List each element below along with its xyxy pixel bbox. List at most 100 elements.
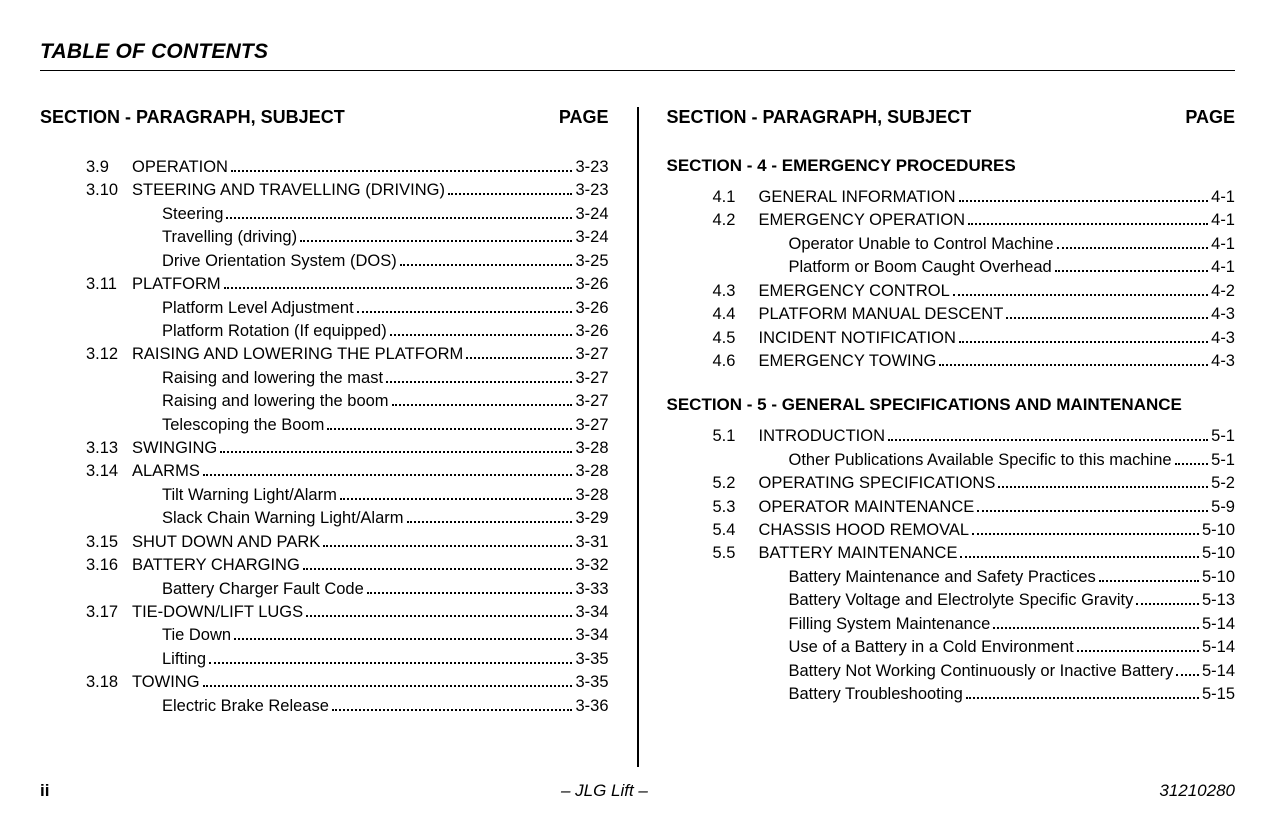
toc-entry-page: 3-31 [575, 531, 608, 554]
toc-entry: 3.15SHUT DOWN AND PARK3-31 [86, 531, 609, 554]
toc-entry-label: Battery Maintenance and Safety Practices [789, 566, 1096, 589]
toc-entry-page: 3-27 [575, 390, 608, 413]
toc-entry: 3.16BATTERY CHARGING3-32 [86, 554, 609, 577]
toc-entry-body: Platform or Boom Caught Overhead4-1 [759, 256, 1236, 279]
toc-entry-page: 5-10 [1202, 519, 1235, 542]
toc-entry-body: Platform Level Adjustment3-26 [132, 297, 609, 320]
toc-leader-dots [224, 278, 573, 290]
toc-entry-label: SHUT DOWN AND PARK [132, 531, 320, 554]
toc-entry: 3.9OPERATION3-23 [86, 156, 609, 179]
toc-entry-number: 5.1 [713, 425, 759, 448]
toc-entry-number: 4.4 [713, 303, 759, 326]
toc-subentry: Tilt Warning Light/Alarm3-28 [86, 484, 609, 507]
toc-entry: 5.4CHASSIS HOOD REMOVAL5-10 [713, 519, 1236, 542]
toc-entry-page: 5-1 [1211, 449, 1235, 472]
toc-leader-dots [959, 190, 1209, 202]
toc-entry-label: Battery Charger Fault Code [162, 578, 364, 601]
toc-entry-label: RAISING AND LOWERING THE PLATFORM [132, 343, 463, 366]
toc-entry-page: 5-1 [1211, 425, 1235, 448]
toc-entry-body: Other Publications Available Specific to… [759, 449, 1236, 472]
toc-entry-page: 3-36 [575, 695, 608, 718]
toc-subentry: Battery Troubleshooting 5-15 [713, 683, 1236, 706]
toc-entry-body: Operator Unable to Control Machine4-1 [759, 233, 1236, 256]
toc-entry-page: 3-28 [575, 460, 608, 483]
toc-entry-label: Travelling (driving) [162, 226, 297, 249]
toc-entry-page: 3-27 [575, 343, 608, 366]
toc-entry-number: 5.4 [713, 519, 759, 542]
toc-leader-dots [300, 231, 572, 243]
toc-entry-page: 3-35 [575, 648, 608, 671]
toc-entry-number: 3.17 [86, 601, 132, 624]
toc-entry-label: BATTERY CHARGING [132, 554, 300, 577]
toc-subentry: Steering3-24 [86, 203, 609, 226]
toc-subentry: Drive Orientation System (DOS)3-25 [86, 250, 609, 273]
toc-entry-body: Travelling (driving)3-24 [132, 226, 609, 249]
toc-entry-body: Use of a Battery in a Cold Environment5-… [759, 636, 1236, 659]
toc-entry-number: 4.5 [713, 327, 759, 350]
right-sections: SECTION - 4 - EMERGENCY PROCEDURES4.1GEN… [667, 156, 1236, 706]
toc-entry-label: INTRODUCTION [759, 425, 886, 448]
toc-leader-dots [959, 331, 1208, 343]
toc-entry: 4.1GENERAL INFORMATION4-1 [713, 186, 1236, 209]
toc-subentry: Travelling (driving)3-24 [86, 226, 609, 249]
toc-entry-label: Battery Troubleshooting [789, 683, 963, 706]
toc-leader-dots [332, 699, 573, 711]
toc-entry-number: 3.9 [86, 156, 132, 179]
toc-entry: 5.3OPERATOR MAINTENANCE5-9 [713, 496, 1236, 519]
toc-leader-dots [340, 488, 573, 500]
toc-entry-label: Raising and lowering the boom [162, 390, 389, 413]
toc-entry-label: Battery Voltage and Electrolyte Specific… [789, 589, 1134, 612]
toc-entry-body: TIE-DOWN/LIFT LUGS3-34 [132, 601, 609, 624]
toc-entry-number: 3.16 [86, 554, 132, 577]
toc-leader-dots [939, 354, 1208, 366]
toc-entry-number: 3.12 [86, 343, 132, 366]
toc-entry: 3.13SWINGING3-28 [86, 437, 609, 460]
toc-leader-dots [1176, 664, 1199, 676]
toc-entry-body: PLATFORM MANUAL DESCENT4-3 [759, 303, 1236, 326]
toc-entry-label: PLATFORM [132, 273, 221, 296]
toc-entry-label: Use of a Battery in a Cold Environment [789, 636, 1074, 659]
toc-entry-body: GENERAL INFORMATION4-1 [759, 186, 1236, 209]
toc-leader-dots [323, 535, 572, 547]
toc-entry-page: 4-1 [1211, 233, 1235, 256]
toc-leader-dots [306, 605, 572, 617]
toc-entry-label: Platform Rotation (If equipped) [162, 320, 387, 343]
toc-entry-page: 5-2 [1211, 472, 1235, 495]
toc-entry-page: 3-34 [575, 624, 608, 647]
toc-entry-label: BATTERY MAINTENANCE [759, 542, 958, 565]
toc-entry-body: Platform Rotation (If equipped)3-26 [132, 320, 609, 343]
toc-entry: 3.18TOWING3-35 [86, 671, 609, 694]
toc-entry-body: Battery Not Working Continuously or Inac… [759, 660, 1236, 683]
toc-leader-dots [357, 301, 573, 313]
toc-section-entries: 5.1INTRODUCTION 5-1Other Publications Ava… [667, 425, 1236, 706]
toc-subentry: Raising and lowering the mast3-27 [86, 367, 609, 390]
toc-entry: 5.1INTRODUCTION 5-1 [713, 425, 1236, 448]
toc-subentry: Other Publications Available Specific to… [713, 449, 1236, 472]
toc-subentry: Lifting3-35 [86, 648, 609, 671]
toc-entry-label: OPERATION [132, 156, 228, 179]
toc-entry-page: 3-26 [575, 273, 608, 296]
toc-entry-page: 5-15 [1202, 683, 1235, 706]
toc-entry-number: 4.6 [713, 350, 759, 373]
toc-entry-label: TOWING [132, 671, 200, 694]
toc-entry-label: OPERATOR MAINTENANCE [759, 496, 975, 519]
left-column: SECTION - PARAGRAPH, SUBJECT PAGE 3.9OPE… [40, 107, 637, 767]
toc-entry-label: Drive Orientation System (DOS) [162, 250, 397, 273]
left-entries: 3.9OPERATION3-233.10STEERING AND TRAVELL… [40, 156, 609, 718]
toc-subentry: Battery Charger Fault Code3-33 [86, 578, 609, 601]
toc-entry: 4.6EMERGENCY TOWING4-3 [713, 350, 1236, 373]
toc-entry: 4.4PLATFORM MANUAL DESCENT4-3 [713, 303, 1236, 326]
toc-entry-page: 3-35 [575, 671, 608, 694]
toc-leader-dots [203, 676, 573, 688]
toc-entry-body: CHASSIS HOOD REMOVAL5-10 [759, 519, 1236, 542]
toc-entry-body: EMERGENCY CONTROL4-2 [759, 280, 1236, 303]
toc-leader-dots [448, 184, 573, 196]
toc-leader-dots [226, 207, 572, 219]
toc-entry-body: Electric Brake Release3-36 [132, 695, 609, 718]
toc-entry-body: INTRODUCTION 5-1 [759, 425, 1236, 448]
toc-entry-page: 5-14 [1202, 613, 1235, 636]
toc-entry: 3.12RAISING AND LOWERING THE PLATFORM 3-2… [86, 343, 609, 366]
toc-subentry: Telescoping the Boom3-27 [86, 414, 609, 437]
toc-leader-dots [327, 418, 572, 430]
toc-entry-body: Raising and lowering the boom 3-27 [132, 390, 609, 413]
